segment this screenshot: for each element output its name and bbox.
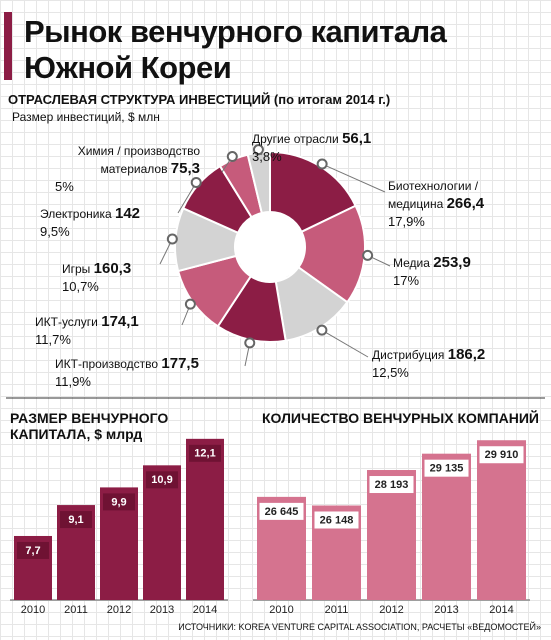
category-label: Дистрибуция (372, 348, 445, 362)
x-tick-label: 2014 (489, 604, 513, 616)
value-label-box (369, 476, 414, 494)
x-tick-label: 2010 (269, 604, 293, 616)
title: Рынок венчурного капитала (24, 14, 447, 49)
category-label: ИКТ-производство (55, 357, 159, 371)
value-label: 26 148 (320, 514, 354, 526)
value-label-box (314, 511, 359, 529)
x-tick-label: 2011 (64, 604, 88, 616)
category-label: Биотехнологии / медицина (388, 179, 479, 211)
value-label-box (17, 541, 49, 559)
value-label: 9,9 (111, 496, 126, 508)
value-label: 174,1 (101, 313, 139, 330)
chart-title: КОЛИЧЕСТВО ВЕНЧУРНЫХ КОМПАНИЙ (262, 410, 539, 426)
title: Южной Кореи (24, 50, 232, 85)
percent-label: 9,5% (40, 224, 70, 239)
category-label: Химия / производство материалов (77, 144, 200, 176)
slice-label: Дистрибуция 186,2 12,5% (372, 346, 532, 381)
value-label: 10,9 (151, 474, 172, 486)
value-label: 142 (115, 205, 141, 222)
value-label-box (60, 511, 92, 529)
percent-label: 17% (393, 273, 420, 288)
slice-label: Медиа 253,9 17% (393, 254, 533, 289)
x-tick-label: 2010 (21, 604, 45, 616)
value-label: 253,9 (433, 254, 471, 271)
value-label-box (424, 459, 469, 477)
leader-dot (316, 158, 328, 170)
leader-line (321, 163, 386, 193)
leader-dot (184, 298, 196, 310)
leader-dot (244, 337, 256, 349)
subtitle: Размер инвестиций, $ млн (12, 110, 160, 124)
category-label: ИКТ-услуги (35, 315, 98, 329)
x-tick-label: 2013 (434, 604, 458, 616)
pie-slice (269, 150, 357, 234)
slice-label: ИКТ-услуги 174,1 11,7% (35, 313, 175, 348)
category-label: Другие отрасли (252, 132, 339, 146)
category-label: Игры (62, 262, 91, 276)
leader-dot (166, 233, 178, 245)
percent-label: 10,7% (62, 279, 99, 294)
chart-title: ОТРАСЛЕВАЯ СТРУКТУРА ИНВЕСТИЦИЙ (по итог… (8, 92, 391, 107)
leader-dot (316, 324, 328, 336)
bar (422, 453, 471, 600)
leader-line (177, 182, 197, 214)
value-label: 9,1 (68, 514, 83, 526)
leader-dot (190, 177, 202, 189)
x-tick-label: 2014 (193, 604, 217, 616)
percent-label: 3,8% (252, 149, 282, 164)
category-label: Электроника (40, 207, 112, 221)
value-label-box (103, 493, 135, 511)
value-label-box (479, 446, 524, 464)
value-label: 12,1 (194, 448, 215, 460)
leader-dot (226, 151, 238, 163)
slice-label: Биотехнологии / медицина 266,4 17,9% (388, 178, 518, 230)
percent-label: 17,9% (388, 214, 425, 229)
slice-label: Электроника 142 9,5% (40, 205, 180, 240)
value-label-box (189, 444, 221, 462)
x-tick-label: 2011 (325, 604, 349, 616)
leader-dot (252, 144, 264, 156)
x-tick-label: 2013 (150, 604, 174, 616)
value-label: 29 135 (430, 463, 464, 475)
value-label: 75,3 (170, 160, 200, 177)
value-label: 56,1 (342, 130, 372, 147)
value-label: 26 645 (265, 506, 299, 518)
bar (186, 438, 224, 600)
value-label: 28 193 (375, 479, 409, 491)
percent-label: 11,9% (55, 374, 91, 389)
value-label: 177,5 (161, 355, 199, 372)
leader-dot (362, 249, 374, 261)
value-label-box (146, 471, 178, 489)
slice-label: Игры 160,3 10,7% (62, 260, 162, 295)
leader-line (321, 329, 369, 358)
percent-label: 11,7% (35, 332, 71, 347)
bar (477, 440, 526, 600)
value-label: 160,3 (93, 260, 132, 277)
accent-bar (4, 12, 12, 80)
value-label: 29 910 (485, 449, 519, 461)
category-label: Медиа (393, 256, 430, 270)
donut-hole (236, 213, 304, 281)
slice-label: Другие отрасли 56,1 3,8% (252, 130, 412, 165)
value-label-box (259, 502, 304, 520)
x-tick-label: 2012 (107, 604, 131, 616)
percent-label: 12,5% (372, 365, 409, 380)
slice-label: ИКТ-производство 177,5 11,9% (55, 355, 235, 390)
x-tick-label: 2012 (379, 604, 403, 616)
percent-label: 5% (55, 179, 74, 194)
value-label: 186,2 (447, 346, 486, 363)
slice-label: Химия / производство материалов 75,3 5% (40, 143, 200, 195)
chart-title: РАЗМЕР ВЕНЧУРНОГО КАПИТАЛА, $ млрд (10, 410, 169, 442)
value-label: 7,7 (25, 545, 40, 557)
value-label: 266,4 (446, 195, 485, 212)
source: ИСТОЧНИКИ: KOREA VENTURE CAPITAL ASSOCIA… (178, 622, 541, 632)
